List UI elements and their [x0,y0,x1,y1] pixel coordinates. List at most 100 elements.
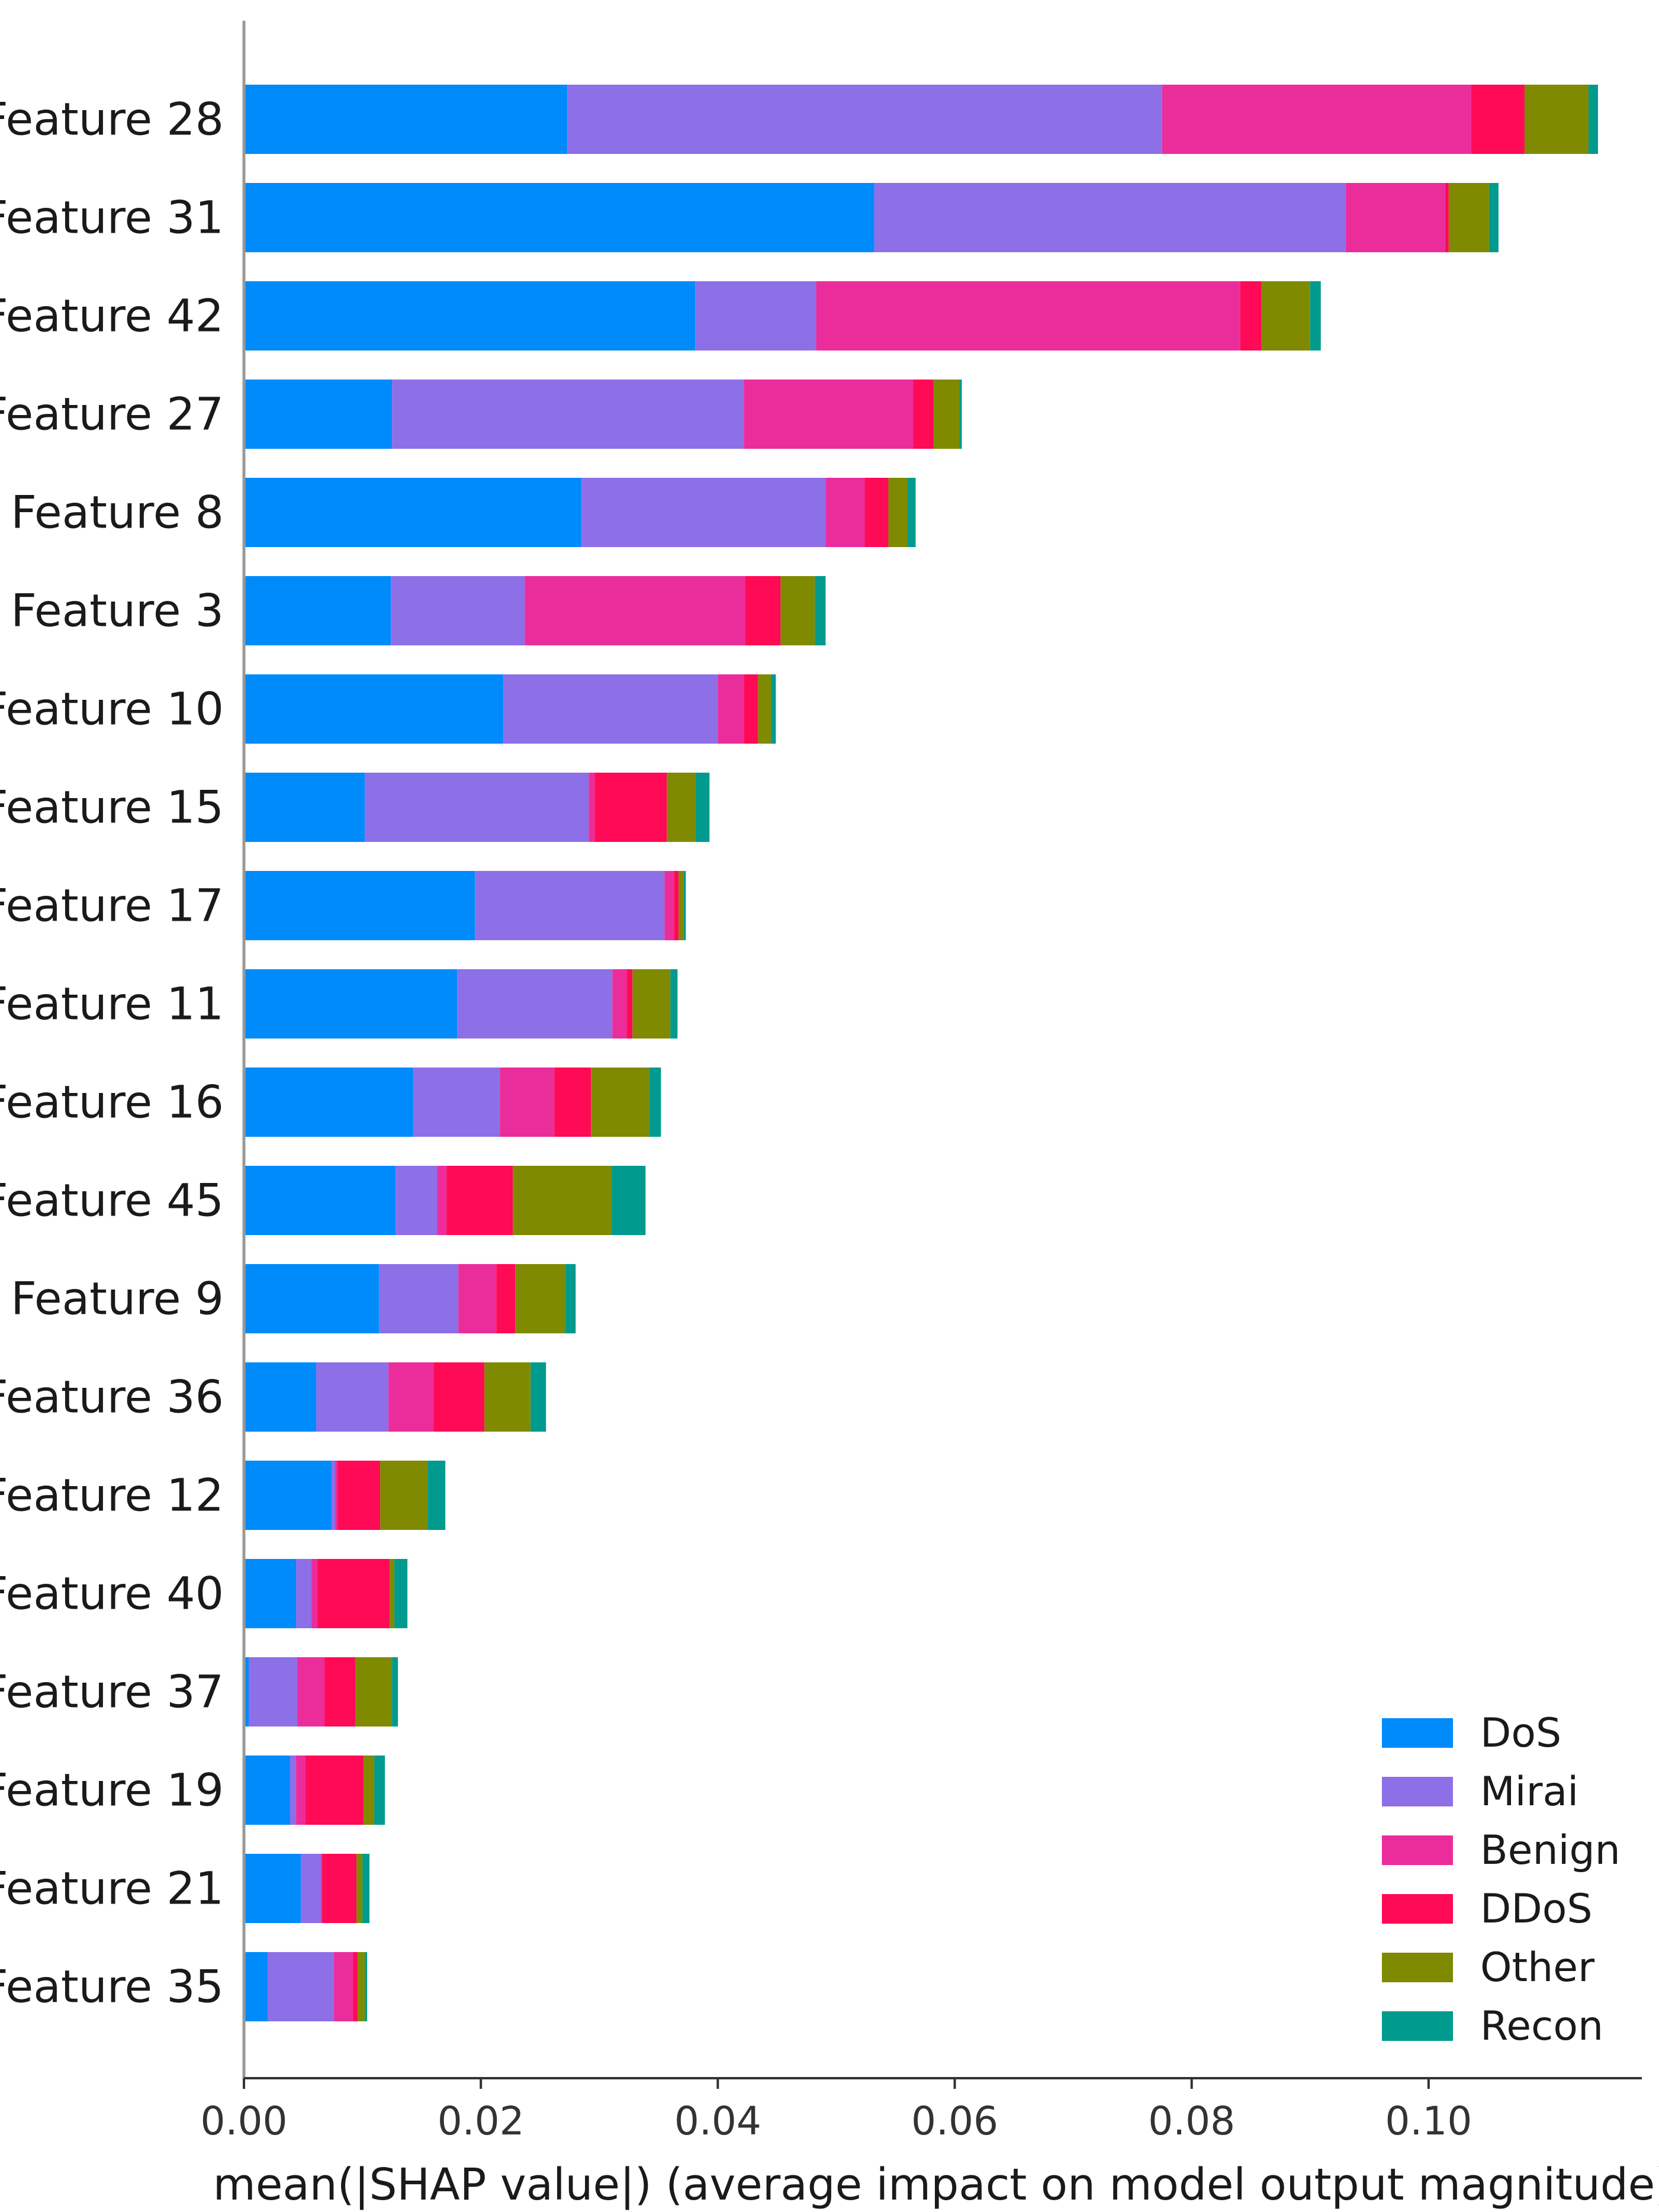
x-ticks: 0.00 0.02 0.04 0.06 0.08 0.10 [201,2078,1472,2144]
category-label: Feature 45 [0,1174,224,1227]
legend-swatch-other [1382,1953,1453,1982]
x-tick-label: 0.02 [438,2098,525,2144]
bar-segment-dos-feature-9 [244,1264,380,1333]
category-label: Feature 37 [0,1666,224,1718]
bar-segment-benign-feature-40 [311,1559,318,1628]
legend-swatch-benign [1382,1835,1453,1865]
bar-segment-benign-feature-21 [321,1854,323,1923]
category-label: Feature 42 [0,290,224,342]
bar-segment-ddos-feature-8 [864,478,889,547]
bar-segment-benign-feature-42 [816,281,1240,351]
bar-segment-mirai-feature-12 [332,1461,336,1530]
bar-segment-other-feature-10 [758,674,771,744]
bar-segment-mirai-feature-17 [475,871,665,940]
bar-segment-other-feature-42 [1261,281,1310,351]
bar-segment-benign-feature-16 [500,1068,555,1137]
bar-segment-ddos-feature-37 [324,1657,356,1726]
category-label: Feature 8 [11,486,224,539]
bar-segment-benign-feature-17 [664,871,674,940]
bar-segment-ddos-feature-9 [496,1264,516,1333]
x-tick-label: 0.06 [911,2098,998,2144]
bar-segment-other-feature-15 [667,773,696,842]
bar-segment-recon-feature-37 [392,1657,398,1726]
bar-segment-recon-feature-28 [1588,85,1598,154]
bar-segment-dos-feature-12 [244,1461,332,1530]
bar-segment-mirai-feature-28 [567,85,1162,154]
bar-segment-recon-feature-15 [695,773,710,842]
bar-segment-other-feature-31 [1448,183,1489,252]
bar-segment-ddos-feature-35 [353,1952,358,2021]
bar-segment-recon-feature-40 [394,1559,408,1628]
legend-swatch-mirai [1382,1777,1453,1806]
bar-segment-recon-feature-45 [611,1166,646,1235]
bar-segment-ddos-feature-31 [1445,183,1449,252]
bar-segment-other-feature-28 [1524,85,1589,154]
bar-segment-benign-feature-37 [297,1657,325,1726]
bar-segment-other-feature-17 [679,871,684,940]
bar-segment-mirai-feature-15 [365,773,589,842]
category-label: Feature 40 [0,1567,224,1620]
bars-layer [244,85,1598,2021]
x-tick-label: 0.04 [674,2098,761,2144]
bar-segment-ddos-feature-11 [626,969,633,1039]
bar-segment-dos-feature-19 [244,1756,291,1825]
bar-segment-mirai-feature-21 [301,1854,321,1923]
bar-segment-dos-feature-3 [244,576,391,645]
bar-segment-benign-feature-12 [335,1461,338,1530]
bar-segment-ddos-feature-21 [322,1854,357,1923]
legend-label-benign: Benign [1480,1827,1621,1874]
x-tick-label: 0.00 [201,2098,288,2144]
bar-segment-recon-feature-19 [374,1756,385,1825]
category-label: Feature 31 [0,191,224,244]
category-label: Feature 21 [0,1862,224,1915]
bar-segment-mirai-feature-8 [581,478,826,547]
bar-segment-benign-feature-3 [525,576,745,645]
category-label: Feature 36 [0,1371,224,1423]
category-label: Feature 3 [11,584,224,637]
bar-segment-dos-feature-35 [244,1952,268,2021]
bar-segment-recon-feature-16 [649,1068,661,1137]
bar-segment-other-feature-37 [355,1657,393,1726]
bar-segment-dos-feature-11 [244,969,458,1039]
bar-segment-benign-feature-35 [334,1952,353,2021]
legend-swatch-ddos [1382,1894,1453,1924]
bar-segment-mirai-feature-31 [874,183,1346,252]
bar-segment-benign-feature-36 [388,1362,434,1432]
bar-segment-other-feature-12 [380,1461,428,1530]
bar-segment-mirai-feature-10 [503,674,718,744]
bar-segment-mirai-feature-36 [316,1362,389,1432]
bar-segment-dos-feature-45 [244,1166,396,1235]
bar-segment-mirai-feature-27 [392,380,744,449]
bar-segment-other-feature-8 [888,478,908,547]
bar-segment-dos-feature-8 [244,478,582,547]
bar-segment-benign-feature-10 [718,674,744,744]
legend-label-other: Other [1480,1944,1594,1991]
bar-segment-benign-feature-9 [458,1264,497,1333]
bar-segment-recon-feature-42 [1310,281,1321,351]
bar-segment-other-feature-27 [933,380,960,449]
bar-segment-benign-feature-27 [744,380,914,449]
bar-segment-dos-feature-31 [244,183,874,252]
category-label: Feature 11 [0,978,224,1030]
bar-segment-recon-feature-3 [815,576,826,645]
x-tick-label: 0.10 [1385,2098,1472,2144]
bar-segment-dos-feature-40 [244,1559,297,1628]
bar-segment-recon-feature-31 [1488,183,1499,252]
bar-segment-other-feature-21 [356,1854,363,1923]
bar-segment-dos-feature-28 [244,85,568,154]
bar-segment-mirai-feature-3 [391,576,525,645]
bar-segment-other-feature-40 [390,1559,395,1628]
bar-segment-benign-feature-8 [825,478,865,547]
bar-segment-benign-feature-19 [296,1756,306,1825]
bar-segment-dos-feature-10 [244,674,504,744]
bar-segment-recon-feature-21 [362,1854,370,1923]
bar-segment-ddos-feature-40 [317,1559,390,1628]
bar-segment-other-feature-35 [358,1952,365,2021]
bar-segment-recon-feature-36 [531,1362,546,1432]
bar-segment-ddos-feature-28 [1471,85,1525,154]
bar-segment-ddos-feature-17 [674,871,679,940]
bar-segment-dos-feature-27 [244,380,393,449]
bar-segment-mirai-feature-16 [413,1068,500,1137]
bar-segment-mirai-feature-37 [249,1657,298,1726]
x-axis-label: mean(|SHAP value|) (average impact on mo… [213,2159,1659,2210]
